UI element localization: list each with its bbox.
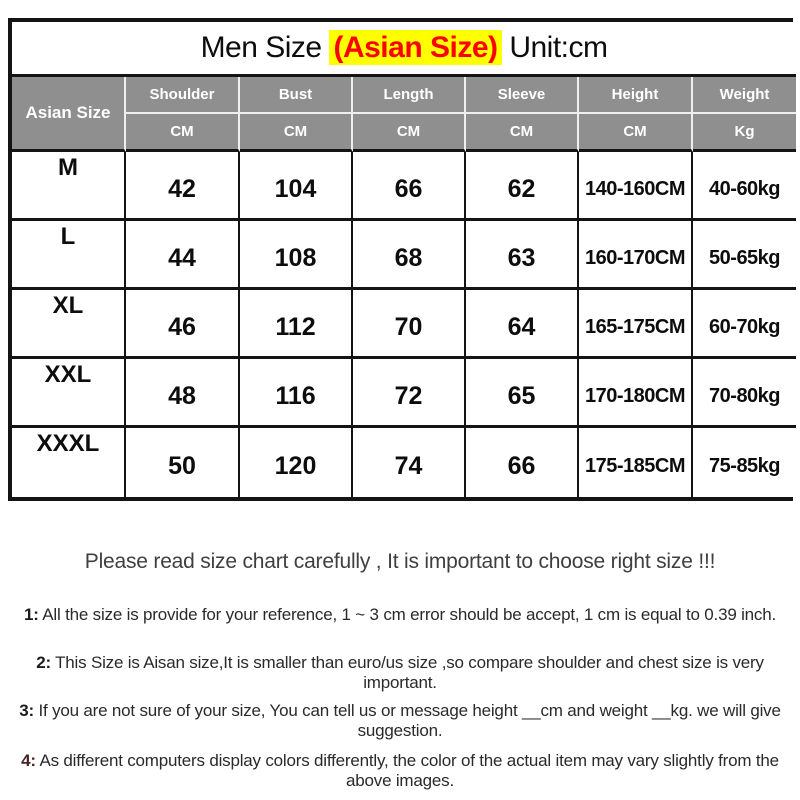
value-cell: 66 — [466, 428, 579, 497]
corner-header-asian-size: Asian Size — [12, 77, 126, 152]
table-row-xxxl: XXXL 50 120 74 66 175-185CM 75-85kg — [12, 428, 797, 497]
value-cell: 175-185CM — [579, 428, 693, 497]
value-cell: 170-180CM — [579, 359, 693, 428]
value-cell: 44 — [126, 221, 240, 290]
note-4-number: 4: — [21, 751, 36, 770]
value-cell: 74 — [353, 428, 466, 497]
value-cell: 48 — [126, 359, 240, 428]
column-header-shoulder: Shoulder — [126, 77, 240, 114]
note-2-number: 2: — [36, 653, 51, 672]
note-3-text: If you are not sure of your size, You ca… — [34, 701, 781, 740]
column-header-height: Height — [579, 77, 693, 114]
value-cell: 65 — [466, 359, 579, 428]
value-cell: 72 — [353, 359, 466, 428]
column-header-bust: Bust — [240, 77, 353, 114]
unit-sleeve: CM — [466, 114, 579, 152]
size-label: XXL — [12, 359, 126, 428]
note-1-number: 1: — [23, 605, 39, 624]
table-row-m: M 42 104 66 62 140-160CM 40-60kg — [12, 152, 797, 221]
value-cell: 42 — [126, 152, 240, 221]
value-cell: 140-160CM — [579, 152, 693, 221]
value-cell: 64 — [466, 290, 579, 359]
column-header-sleeve: Sleeve — [466, 77, 579, 114]
header-unit-row: CM CM CM CM CM Kg — [12, 114, 797, 152]
note-3: 3: If you are not sure of your size, You… — [0, 701, 800, 741]
value-cell: 46 — [126, 290, 240, 359]
note-4-text: As different computers display colors di… — [35, 751, 779, 790]
value-cell: 75-85kg — [693, 428, 797, 497]
value-cell: 70-80kg — [693, 359, 797, 428]
size-chart-table: Men Size (Asian Size) Unit:cm Asian Size… — [12, 22, 797, 497]
table-row-l: L 44 108 68 63 160-170CM 50-65kg — [12, 221, 797, 290]
size-chart-warning-heading: Please read size chart carefully , It is… — [84, 550, 716, 573]
title-prefix: Men Size — [200, 31, 330, 64]
value-cell: 112 — [240, 290, 353, 359]
table-row-xl: XL 46 112 70 64 165-175CM 60-70kg — [12, 290, 797, 359]
value-cell: 50-65kg — [693, 221, 797, 290]
value-cell: 116 — [240, 359, 353, 428]
value-cell: 60-70kg — [693, 290, 797, 359]
title-highlight: (Asian Size) — [329, 30, 502, 65]
table-title: Men Size (Asian Size) Unit:cm — [12, 22, 797, 77]
note-3-number: 3: — [19, 701, 34, 720]
value-cell: 70 — [353, 290, 466, 359]
table-row-xxl: XXL 48 116 72 65 170-180CM 70-80kg — [12, 359, 797, 428]
unit-weight: Kg — [693, 114, 797, 152]
unit-height: CM — [579, 114, 693, 152]
value-cell: 40-60kg — [693, 152, 797, 221]
header-label-row: Asian Size Shoulder Bust Length Sleeve H… — [12, 77, 797, 152]
value-cell: 120 — [240, 428, 353, 497]
size-label: M — [12, 152, 126, 221]
value-cell: 68 — [353, 221, 466, 290]
column-header-length: Length — [353, 77, 466, 114]
value-cell: 160-170CM — [579, 221, 693, 290]
title-row: Men Size (Asian Size) Unit:cm — [12, 22, 797, 77]
size-label: XXXL — [12, 428, 126, 497]
size-label: L — [12, 221, 126, 290]
value-cell: 50 — [126, 428, 240, 497]
unit-bust: CM — [240, 114, 353, 152]
note-1: 1: All the size is provide for your refe… — [0, 605, 800, 625]
value-cell: 104 — [240, 152, 353, 221]
unit-shoulder: CM — [126, 114, 240, 152]
note-2: 2: This Size is Aisan size,It is smaller… — [0, 653, 800, 693]
value-cell: 66 — [353, 152, 466, 221]
note-2-text: This Size is Aisan size,It is smaller th… — [50, 653, 764, 692]
title-suffix: Unit:cm — [501, 31, 608, 64]
column-header-weight: Weight — [693, 77, 797, 114]
value-cell: 63 — [466, 221, 579, 290]
note-4: 4: As different computers display colors… — [0, 751, 800, 791]
value-cell: 165-175CM — [579, 290, 693, 359]
size-label: XL — [12, 290, 126, 359]
size-chart-table-container: Men Size (Asian Size) Unit:cm Asian Size… — [8, 18, 797, 501]
value-cell: 108 — [240, 221, 353, 290]
unit-length: CM — [353, 114, 466, 152]
note-1-text: All the size is provide for your referen… — [38, 605, 777, 624]
value-cell: 62 — [466, 152, 579, 221]
